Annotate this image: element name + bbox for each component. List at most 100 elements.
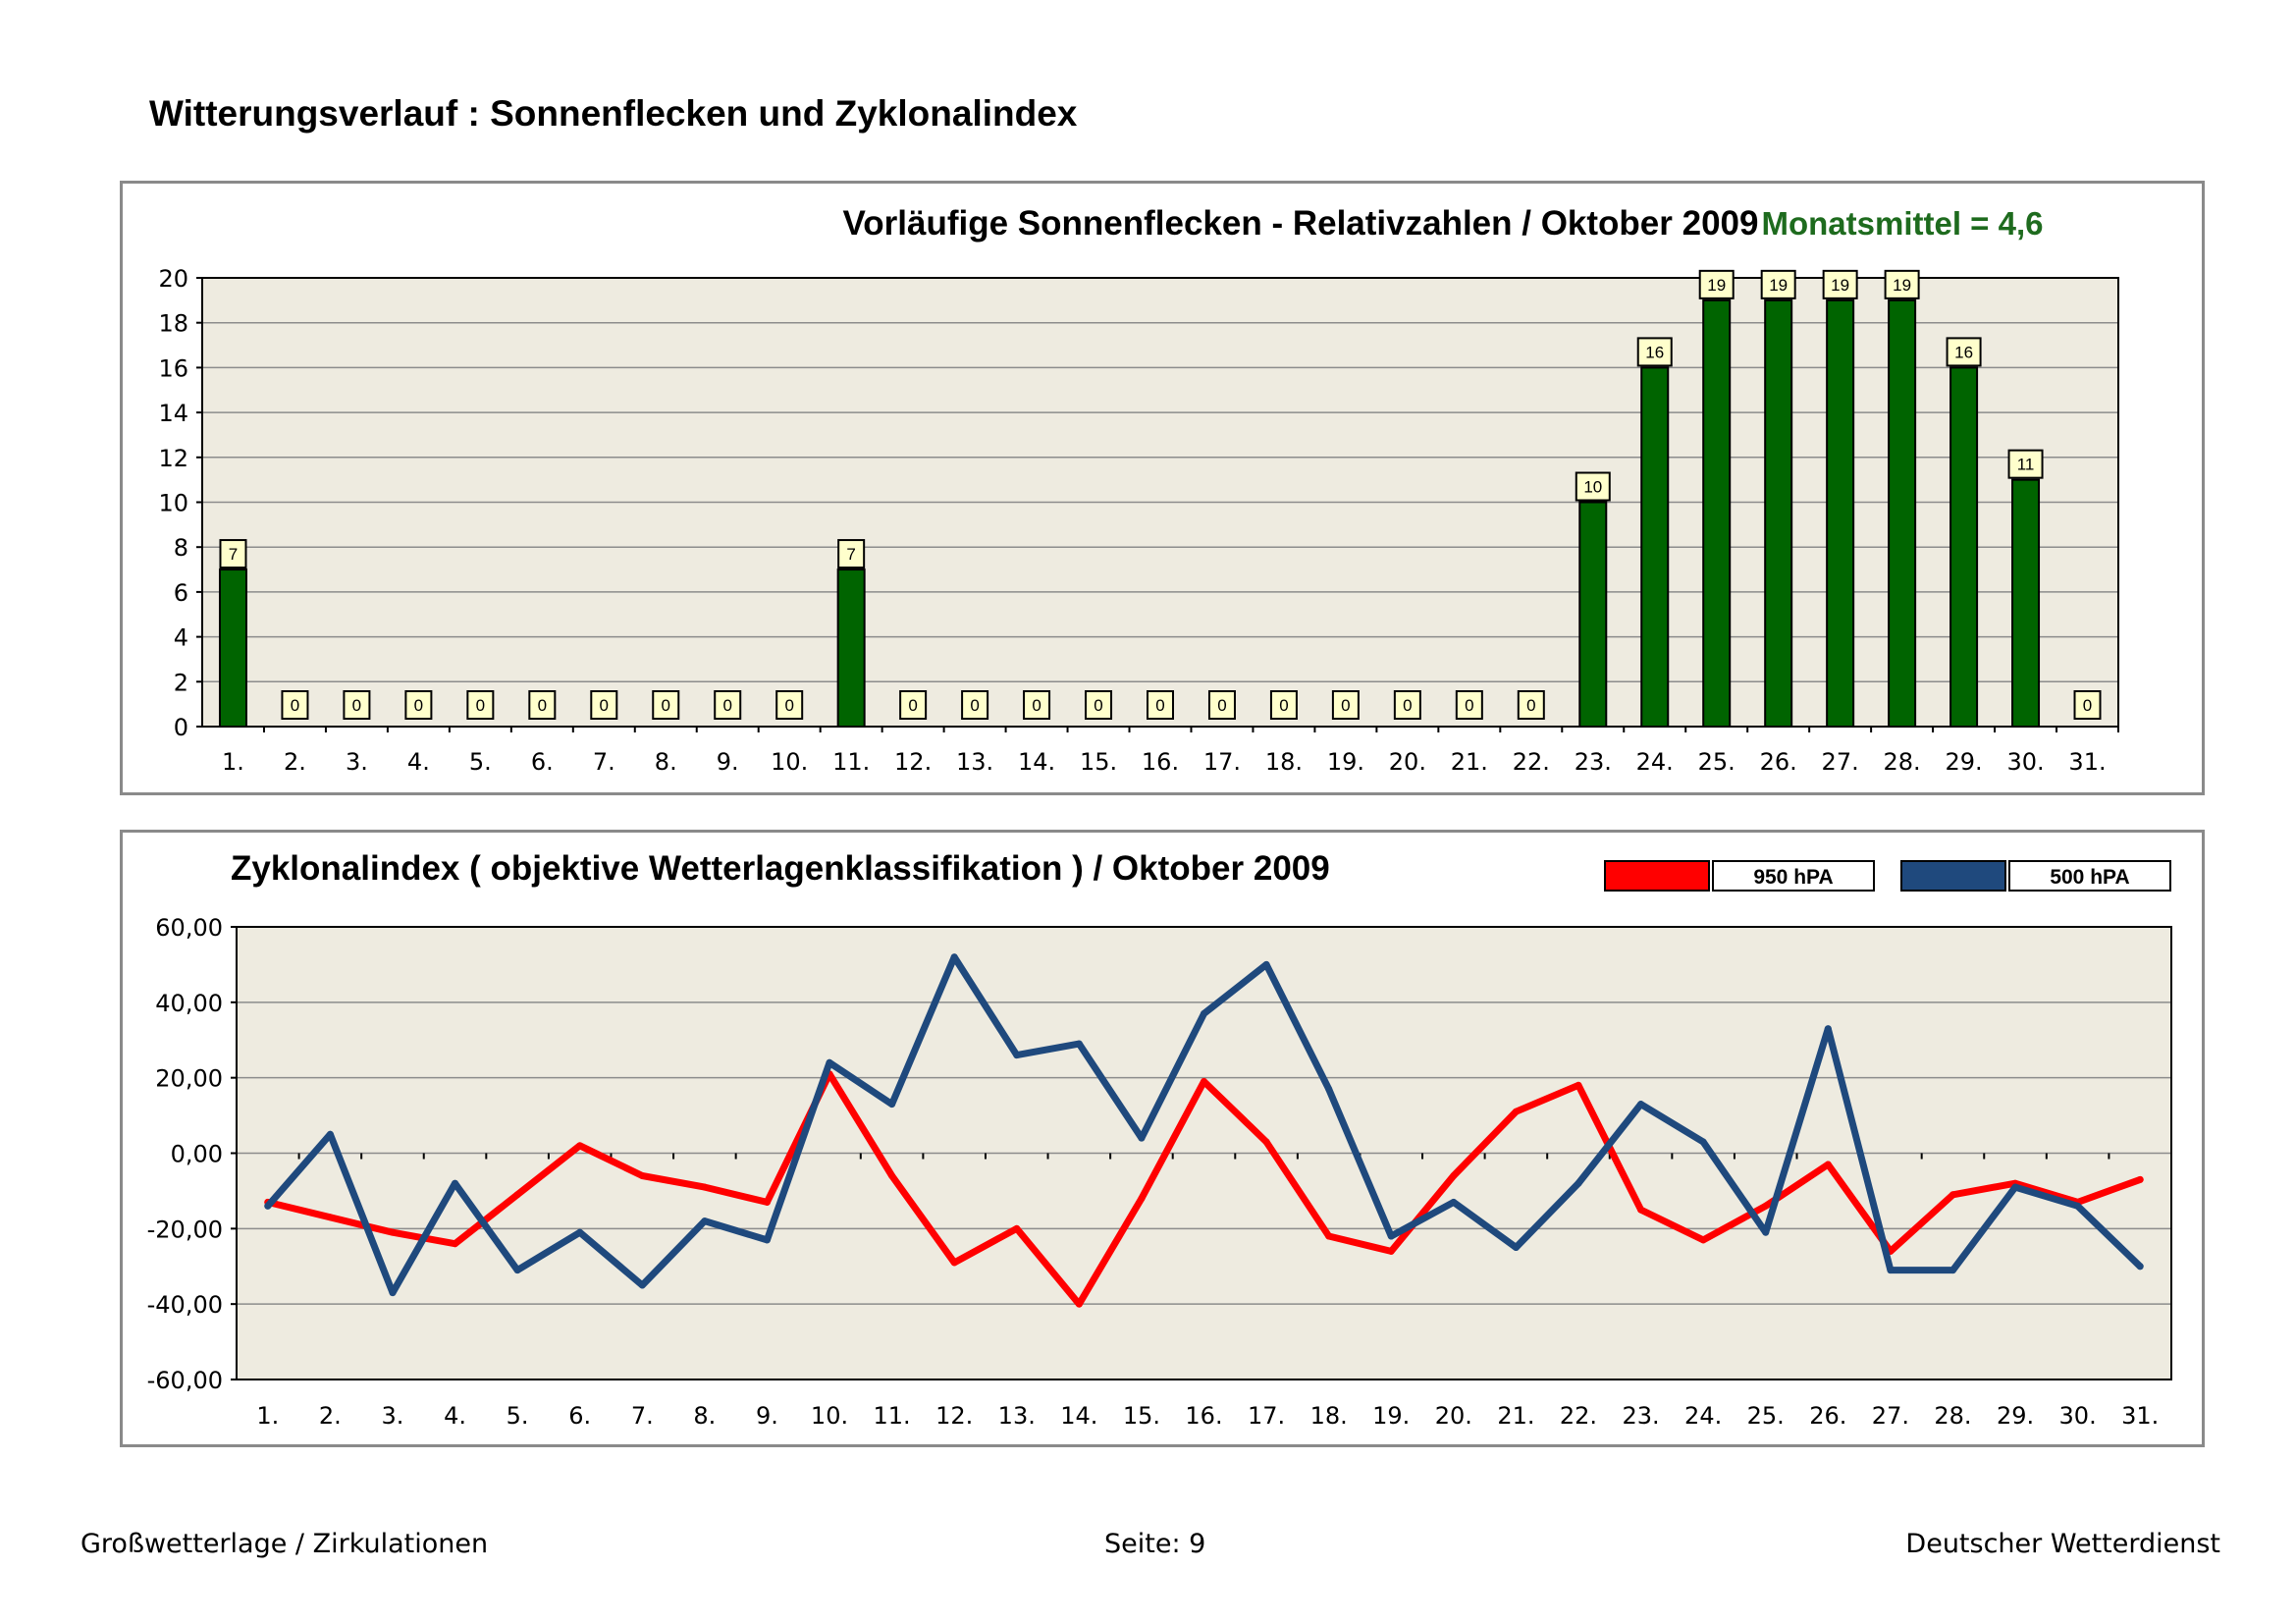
data-label: 0 xyxy=(970,696,979,715)
data-point xyxy=(1387,1232,1395,1240)
x-tick-label: 22. xyxy=(1513,748,1550,776)
x-tick-label: 15. xyxy=(1123,1402,1160,1430)
data-point xyxy=(1512,1108,1520,1115)
data-label-box xyxy=(1517,690,1545,720)
data-point xyxy=(389,1228,397,1236)
y-tick-label: 6 xyxy=(174,579,188,607)
data-point xyxy=(1762,1228,1770,1236)
bar xyxy=(1640,366,1670,728)
x-tick-label: 29. xyxy=(1945,748,1982,776)
data-label: 0 xyxy=(1279,696,1288,715)
x-tick-label: 11. xyxy=(832,748,870,776)
data-point xyxy=(1075,1040,1083,1048)
sunspot-chart-panel: Vorläufige Sonnenflecken - Relativzahlen… xyxy=(120,181,2205,795)
data-point xyxy=(1138,1134,1146,1142)
data-label: 0 xyxy=(476,696,485,715)
x-tick-label: 20. xyxy=(1389,748,1426,776)
data-label-box xyxy=(466,690,495,720)
x-tick-label: 19. xyxy=(1372,1402,1410,1430)
data-label-box xyxy=(1207,690,1236,720)
bar xyxy=(1578,501,1608,728)
data-point xyxy=(1262,960,1270,968)
data-point xyxy=(264,1202,272,1210)
data-label-box xyxy=(1946,337,1982,367)
x-tick-label: 17. xyxy=(1248,1402,1285,1430)
data-label-box xyxy=(1575,471,1611,502)
data-point xyxy=(1824,1161,1832,1168)
data-label: 0 xyxy=(1465,696,1473,715)
footer-publisher: Deutscher Wetterdienst xyxy=(1905,1529,2220,1559)
data-label: 11 xyxy=(2017,456,2035,474)
data-label: 0 xyxy=(722,696,731,715)
sunspot-bar-chart: Vorläufige Sonnenflecken - Relativzahlen… xyxy=(158,204,2119,776)
x-tick-label: 25. xyxy=(1698,748,1735,776)
bar xyxy=(1888,298,1917,728)
data-label: 0 xyxy=(600,696,609,715)
data-point xyxy=(1637,1101,1645,1109)
x-tick-label: 3. xyxy=(381,1402,403,1430)
y-tick-label: 10 xyxy=(158,490,188,517)
x-tick-label: 16. xyxy=(1185,1402,1222,1430)
data-point xyxy=(1013,1224,1021,1232)
x-tick-label: 11. xyxy=(874,1402,911,1430)
data-label: 0 xyxy=(1155,696,1164,715)
x-tick-label: 12. xyxy=(894,748,932,776)
bar xyxy=(218,568,247,728)
data-point xyxy=(1512,1244,1520,1252)
data-point xyxy=(763,1236,771,1244)
data-label: 16 xyxy=(1954,343,1973,361)
data-point xyxy=(888,1172,896,1180)
data-label-box xyxy=(528,690,557,720)
data-label-box xyxy=(1331,690,1360,720)
x-tick-label: 7. xyxy=(631,1402,654,1430)
x-tick-label: 18. xyxy=(1310,1402,1348,1430)
data-label: 10 xyxy=(1583,478,1602,497)
x-tick-label: 1. xyxy=(256,1402,279,1430)
data-label: 19 xyxy=(1893,276,1911,295)
x-tick-label: 14. xyxy=(1018,748,1055,776)
data-label-box xyxy=(1636,337,1673,367)
footer-page-number: Seite: 9 xyxy=(1104,1529,1206,1559)
data-label: 19 xyxy=(1769,276,1788,295)
data-point xyxy=(576,1228,584,1236)
data-label: 19 xyxy=(1831,276,1849,295)
data-point xyxy=(1138,1195,1146,1203)
x-tick-label: 22. xyxy=(1560,1402,1597,1430)
x-tick-label: 27. xyxy=(1822,748,1859,776)
y-tick-label: 40,00 xyxy=(155,990,223,1017)
data-point xyxy=(638,1172,646,1180)
data-label-box xyxy=(1822,269,1858,299)
data-label-box xyxy=(1147,690,1174,720)
data-point xyxy=(326,1214,334,1221)
data-point xyxy=(1575,1081,1582,1089)
data-label: 0 xyxy=(414,696,423,715)
data-label-box xyxy=(714,690,742,720)
y-tick-label: -20,00 xyxy=(147,1216,223,1243)
data-label-box xyxy=(219,539,247,569)
x-tick-label: 14. xyxy=(1060,1402,1097,1430)
x-tick-label: 7. xyxy=(593,748,615,776)
data-point xyxy=(1637,1206,1645,1214)
data-point xyxy=(1387,1247,1395,1255)
data-point xyxy=(1075,1300,1083,1308)
x-tick-label: 26. xyxy=(1809,1402,1846,1430)
data-label-box xyxy=(775,690,804,720)
legend-label-box xyxy=(1712,860,1875,892)
y-tick-label: 0,00 xyxy=(171,1141,223,1168)
data-point xyxy=(638,1281,646,1289)
data-label-box xyxy=(2007,449,2044,479)
data-point xyxy=(326,1130,334,1138)
data-label-box xyxy=(404,690,433,720)
bar xyxy=(1949,366,1979,728)
x-tick-label: 8. xyxy=(655,748,677,776)
legend-label: 500 hPA xyxy=(2050,866,2129,889)
data-label: 0 xyxy=(784,696,793,715)
plot-frame xyxy=(201,277,2119,728)
data-point xyxy=(763,1198,771,1206)
x-tick-label: 17. xyxy=(1203,748,1241,776)
y-tick-label: 16 xyxy=(158,354,188,382)
data-point xyxy=(701,1217,709,1225)
data-point xyxy=(1949,1267,1956,1274)
x-tick-label: 13. xyxy=(998,1402,1036,1430)
x-tick-label: 21. xyxy=(1497,1402,1534,1430)
